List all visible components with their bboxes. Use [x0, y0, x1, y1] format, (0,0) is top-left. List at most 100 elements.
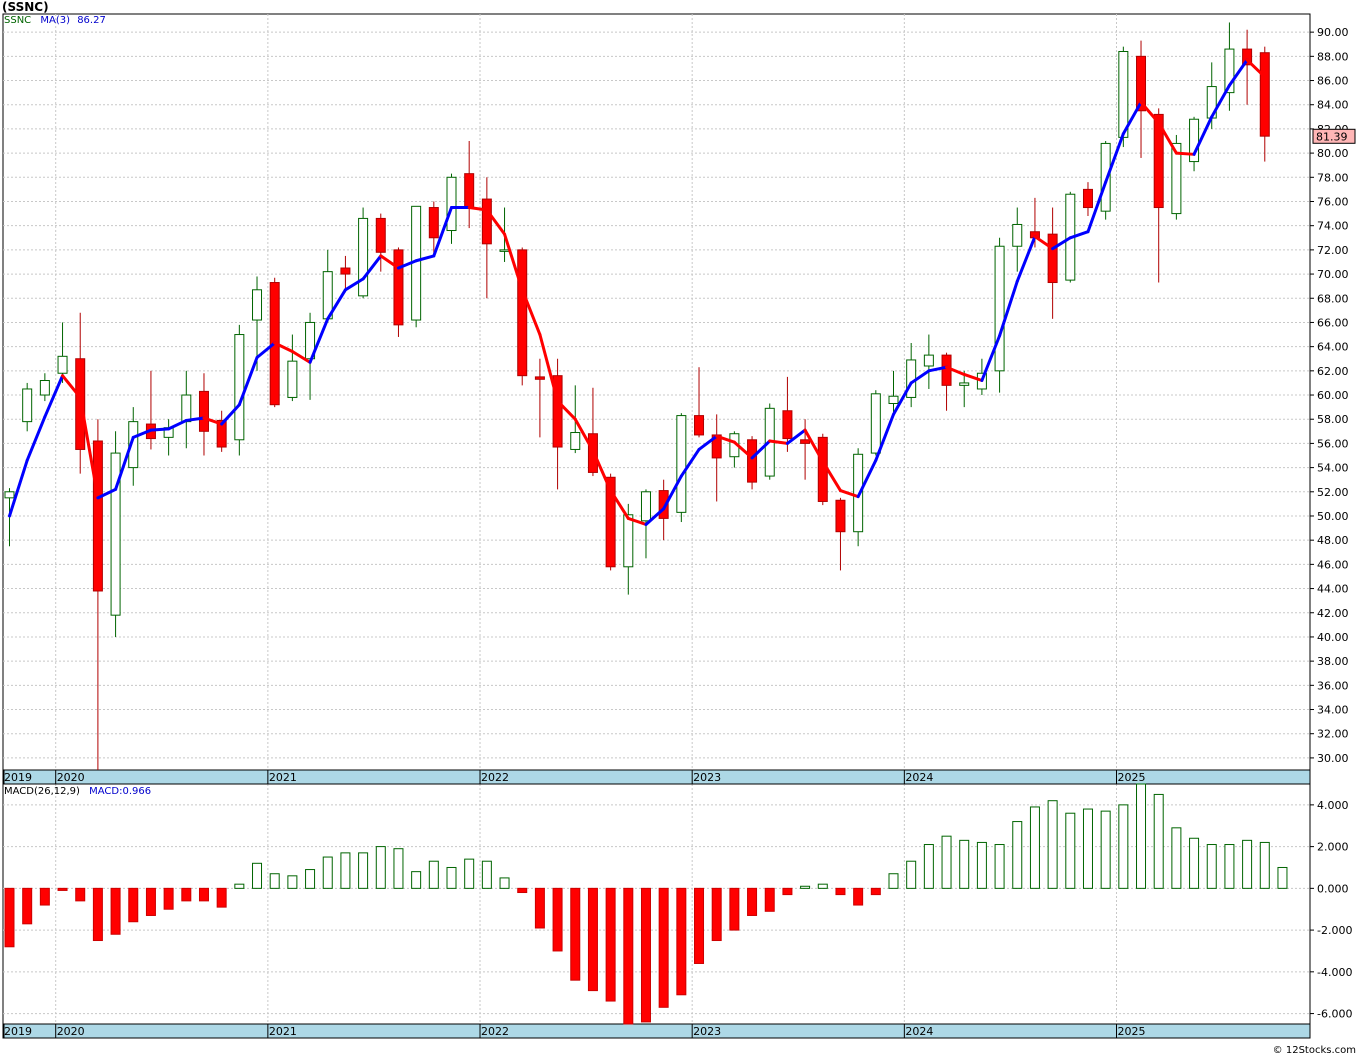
price-y-tick-label: 78.00	[1317, 171, 1349, 184]
price-y-tick-label: 44.00	[1317, 583, 1349, 596]
ma-segment	[838, 489, 860, 499]
candle-down	[1259, 52, 1270, 137]
candle-down	[782, 410, 793, 440]
ma-segment	[662, 474, 683, 511]
price-date-band-year-label: 2023	[693, 771, 721, 784]
candle-down	[800, 439, 811, 444]
candle-up	[446, 176, 457, 232]
candle-up	[22, 388, 33, 423]
price-panel	[2, 13, 1311, 771]
macd-legend: MACD(26,12,9) MACD:0.966	[4, 786, 151, 797]
ma-segment	[290, 349, 312, 364]
price-y-tick-label: 58.00	[1317, 413, 1349, 426]
price-y-tick-label: 70.00	[1317, 268, 1349, 281]
candle-down	[216, 419, 227, 448]
ma-segment	[1051, 236, 1072, 251]
macd-bar-negative	[764, 887, 775, 912]
ma-segment	[1157, 121, 1178, 155]
candle-up	[888, 395, 899, 404]
candle-up	[234, 334, 245, 441]
candle-up	[358, 217, 369, 297]
price-y-tick-label: 42.00	[1317, 607, 1349, 620]
macd-bar-negative	[128, 887, 139, 923]
last-price-label: 81.39	[1316, 130, 1348, 143]
macd-bar-positive	[446, 866, 457, 889]
macd-bar-positive	[322, 856, 333, 889]
macd-bar-positive	[888, 873, 899, 889]
ma-segment	[237, 356, 259, 407]
macd-bar-positive	[1029, 806, 1040, 889]
macd-bar-negative	[623, 887, 634, 1025]
ma-segment	[803, 428, 825, 464]
price-date-band-year-label: 2025	[1118, 771, 1146, 784]
macd-date-band-year-label: 2025	[1118, 1025, 1146, 1038]
candles-group	[4, 22, 1270, 770]
macd-bar-positive	[923, 844, 934, 889]
candle-up	[640, 491, 651, 522]
candle-down	[835, 499, 846, 533]
ma-segment	[43, 374, 65, 419]
macd-value: MACD:0.966	[89, 786, 152, 797]
ma-segment	[503, 232, 524, 292]
price-y-tick-label: 86.00	[1317, 75, 1349, 88]
ma-segment	[785, 428, 807, 445]
macd-bar-negative	[22, 887, 33, 925]
macd-date-band	[2, 1023, 1311, 1039]
symbol-label: SSNC	[4, 15, 32, 26]
ma-segment	[396, 259, 418, 270]
macd-bar-negative	[640, 887, 651, 1023]
candle-down	[1153, 113, 1164, 209]
macd-bar-negative	[534, 887, 545, 929]
macd-name: MACD(26,12,9)	[4, 786, 80, 797]
ma-segment	[96, 487, 118, 500]
candle-up	[39, 380, 50, 396]
macd-bar-positive	[1118, 804, 1129, 889]
macd-bar-positive	[428, 860, 439, 889]
macd-bar-positive	[1136, 783, 1147, 889]
macd-date-band-year-label: 2019	[4, 1025, 32, 1038]
macd-bar-negative	[163, 887, 174, 910]
candle-up	[994, 245, 1005, 372]
price-y-tick-label: 36.00	[1317, 679, 1349, 692]
ma-segment	[768, 439, 789, 445]
macd-bar-negative	[4, 887, 15, 948]
ma-segment	[467, 206, 489, 212]
ma-segment	[909, 369, 931, 385]
macd-date-band-year-label: 2024	[905, 1025, 933, 1038]
ma-segment	[1227, 58, 1249, 87]
macd-bar-negative	[747, 887, 758, 916]
candle-up	[570, 432, 581, 450]
ma-segment	[1068, 230, 1090, 240]
ma-segment	[856, 458, 878, 499]
ma-segment	[962, 372, 984, 383]
ma-segment	[874, 412, 895, 462]
chart-title: (SSNC)	[2, 0, 49, 14]
macd-bar-positive	[393, 848, 404, 889]
macd-bar-negative	[57, 887, 68, 891]
ma-segment	[591, 449, 613, 493]
ma-label: MA(3)	[40, 15, 70, 26]
ma-segment	[1015, 235, 1037, 283]
macd-bar-negative	[181, 887, 192, 902]
macd-bar-positive	[959, 839, 970, 889]
price-date-band	[2, 769, 1311, 785]
candle-up	[57, 355, 68, 374]
macd-bar-positive	[252, 862, 263, 889]
ma-value: 86.27	[77, 15, 106, 26]
price-y-tick-label: 64.00	[1317, 341, 1349, 354]
ma-segment	[202, 416, 224, 426]
macd-bar-negative	[658, 887, 669, 1008]
macd-y-tick-label: -4.000	[1317, 966, 1352, 979]
macd-bars-group	[4, 783, 1288, 1025]
candle-down	[198, 390, 209, 432]
ma-segment	[432, 206, 453, 258]
candle-up	[287, 360, 298, 398]
macd-bar-positive	[906, 860, 917, 889]
macd-bar-positive	[941, 835, 952, 889]
macd-bar-negative	[782, 887, 793, 896]
watermark: © 12Stocks.com	[1272, 1045, 1356, 1056]
ma-segment	[485, 208, 507, 236]
macd-bar-positive	[1047, 800, 1058, 889]
candle-down	[1136, 55, 1147, 112]
ma-segment	[1192, 115, 1214, 156]
